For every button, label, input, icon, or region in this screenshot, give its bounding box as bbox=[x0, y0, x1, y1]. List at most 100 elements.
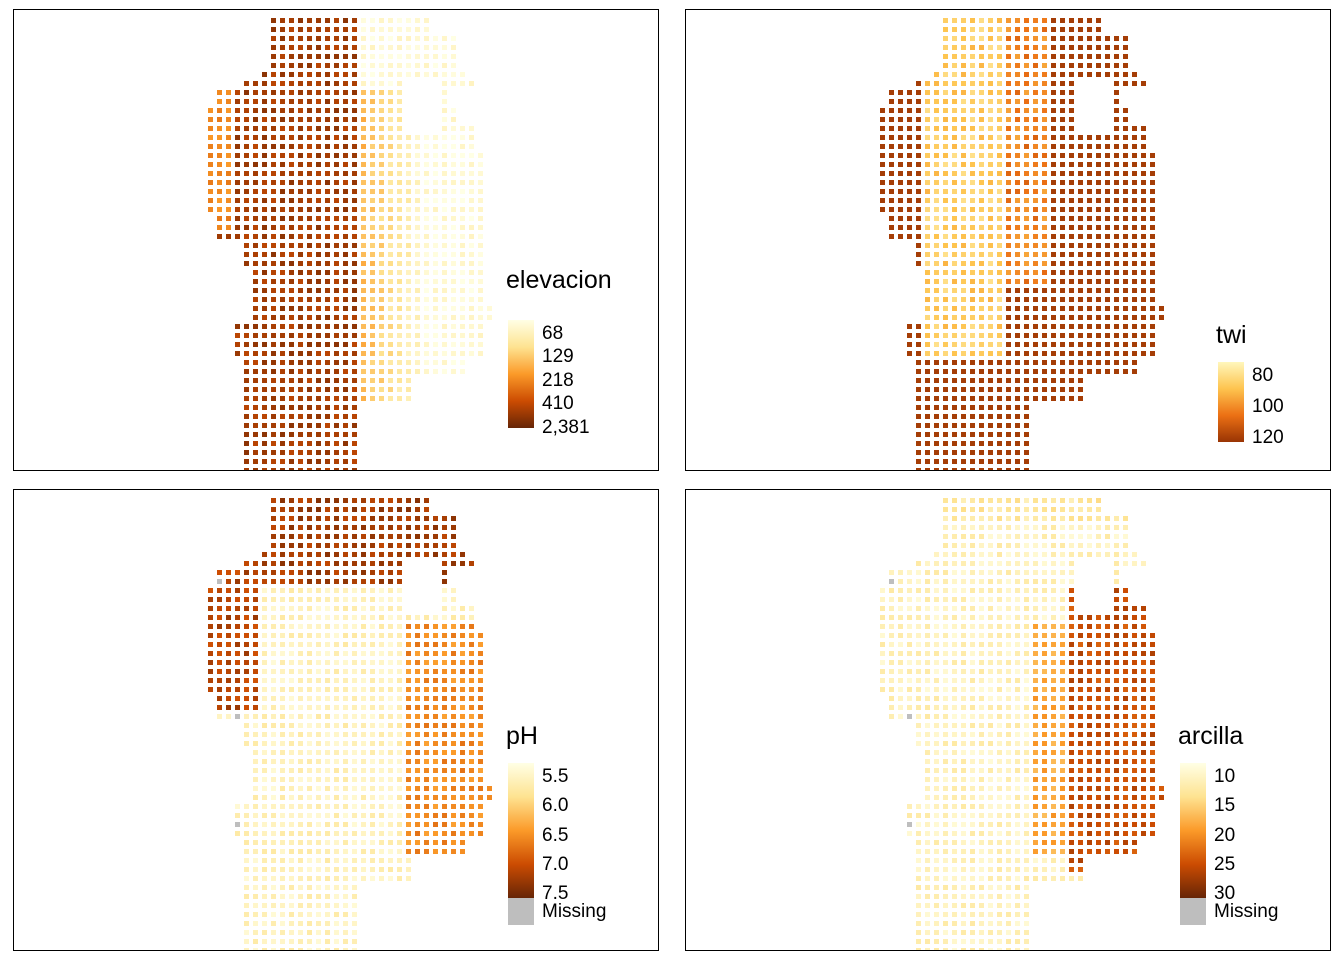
grid-cell bbox=[298, 153, 303, 158]
grid-cell bbox=[424, 642, 429, 647]
grid-cell bbox=[262, 99, 267, 104]
grid-cell bbox=[1105, 36, 1110, 41]
grid-cell bbox=[997, 867, 1002, 872]
grid-cell bbox=[325, 459, 330, 464]
grid-cell bbox=[952, 939, 957, 944]
grid-cell bbox=[1033, 840, 1038, 845]
grid-cell bbox=[325, 45, 330, 50]
grid-cell bbox=[334, 162, 339, 167]
grid-cell bbox=[352, 705, 357, 710]
grid-cell bbox=[253, 741, 258, 746]
grid-cell bbox=[934, 696, 939, 701]
grid-cell bbox=[388, 813, 393, 818]
grid-cell bbox=[988, 588, 993, 593]
grid-cell bbox=[1150, 822, 1155, 827]
grid-cell bbox=[1015, 885, 1020, 890]
grid-cell bbox=[943, 396, 948, 401]
grid-cell bbox=[1006, 45, 1011, 50]
grid-cell bbox=[442, 651, 447, 656]
grid-cell bbox=[1006, 324, 1011, 329]
grid-cell bbox=[1042, 597, 1047, 602]
grid-cell bbox=[1042, 876, 1047, 881]
grid-cell bbox=[1078, 732, 1083, 737]
grid-cell bbox=[997, 144, 1002, 149]
grid-cell bbox=[1141, 750, 1146, 755]
grid-cell bbox=[469, 189, 474, 194]
grid-cell bbox=[1042, 615, 1047, 620]
grid-cell bbox=[979, 633, 984, 638]
grid-cell bbox=[1015, 144, 1020, 149]
grid-cell bbox=[988, 768, 993, 773]
grid-cell bbox=[262, 903, 267, 908]
grid-cell bbox=[343, 450, 348, 455]
grid-cell bbox=[1141, 696, 1146, 701]
grid-cell bbox=[988, 153, 993, 158]
grid-cell bbox=[1060, 72, 1065, 77]
grid-cell bbox=[943, 423, 948, 428]
grid-cell bbox=[1123, 315, 1128, 320]
grid-cell bbox=[934, 297, 939, 302]
grid-cell bbox=[997, 561, 1002, 566]
grid-cell bbox=[1078, 705, 1083, 710]
grid-cell bbox=[451, 561, 456, 566]
grid-cell bbox=[979, 171, 984, 176]
grid-cell bbox=[451, 180, 456, 185]
grid-cell bbox=[961, 72, 966, 77]
grid-cell bbox=[1060, 333, 1065, 338]
grid-cell bbox=[1060, 687, 1065, 692]
grid-cell bbox=[979, 27, 984, 32]
grid-cell bbox=[388, 378, 393, 383]
grid-cell bbox=[952, 126, 957, 131]
grid-cell bbox=[1087, 360, 1092, 365]
grid-cell bbox=[379, 162, 384, 167]
grid-cell bbox=[916, 867, 921, 872]
grid-cell bbox=[952, 678, 957, 683]
grid-cell bbox=[271, 750, 276, 755]
grid-cell bbox=[298, 27, 303, 32]
grid-cell bbox=[442, 324, 447, 329]
grid-cell bbox=[442, 36, 447, 41]
grid-cell bbox=[934, 723, 939, 728]
grid-cell bbox=[943, 81, 948, 86]
grid-cell bbox=[1051, 867, 1056, 872]
grid-cell bbox=[442, 171, 447, 176]
grid-cell bbox=[1051, 687, 1056, 692]
grid-cell bbox=[979, 651, 984, 656]
grid-cell bbox=[1042, 108, 1047, 113]
grid-cell bbox=[880, 117, 885, 122]
grid-cell bbox=[415, 225, 420, 230]
grid-cell bbox=[298, 795, 303, 800]
grid-cell bbox=[478, 234, 483, 239]
grid-cell bbox=[388, 117, 393, 122]
grid-cell bbox=[1069, 642, 1074, 647]
grid-cell bbox=[1132, 696, 1137, 701]
grid-cell bbox=[424, 624, 429, 629]
grid-cell bbox=[1069, 651, 1074, 656]
grid-cell bbox=[988, 552, 993, 557]
grid-cell bbox=[307, 261, 312, 266]
grid-cell bbox=[334, 234, 339, 239]
grid-cell bbox=[334, 534, 339, 539]
grid-cell bbox=[370, 351, 375, 356]
grid-cell bbox=[1015, 207, 1020, 212]
grid-cell bbox=[253, 261, 258, 266]
grid-cell bbox=[226, 714, 231, 719]
grid-cell bbox=[1024, 606, 1029, 611]
grid-cell bbox=[970, 207, 975, 212]
grid-cell bbox=[979, 441, 984, 446]
grid-cell bbox=[1006, 570, 1011, 575]
grid-cell bbox=[1006, 216, 1011, 221]
grid-cell bbox=[370, 36, 375, 41]
grid-cell bbox=[343, 270, 348, 275]
grid-cell bbox=[352, 216, 357, 221]
grid-cell bbox=[397, 606, 402, 611]
grid-cell bbox=[289, 432, 294, 437]
grid-cell bbox=[934, 606, 939, 611]
grid-cell bbox=[343, 759, 348, 764]
grid-cell bbox=[469, 660, 474, 665]
grid-cell bbox=[325, 396, 330, 401]
grid-cell bbox=[361, 342, 366, 347]
grid-cell bbox=[1087, 135, 1092, 140]
grid-cell bbox=[334, 597, 339, 602]
grid-cell bbox=[334, 135, 339, 140]
